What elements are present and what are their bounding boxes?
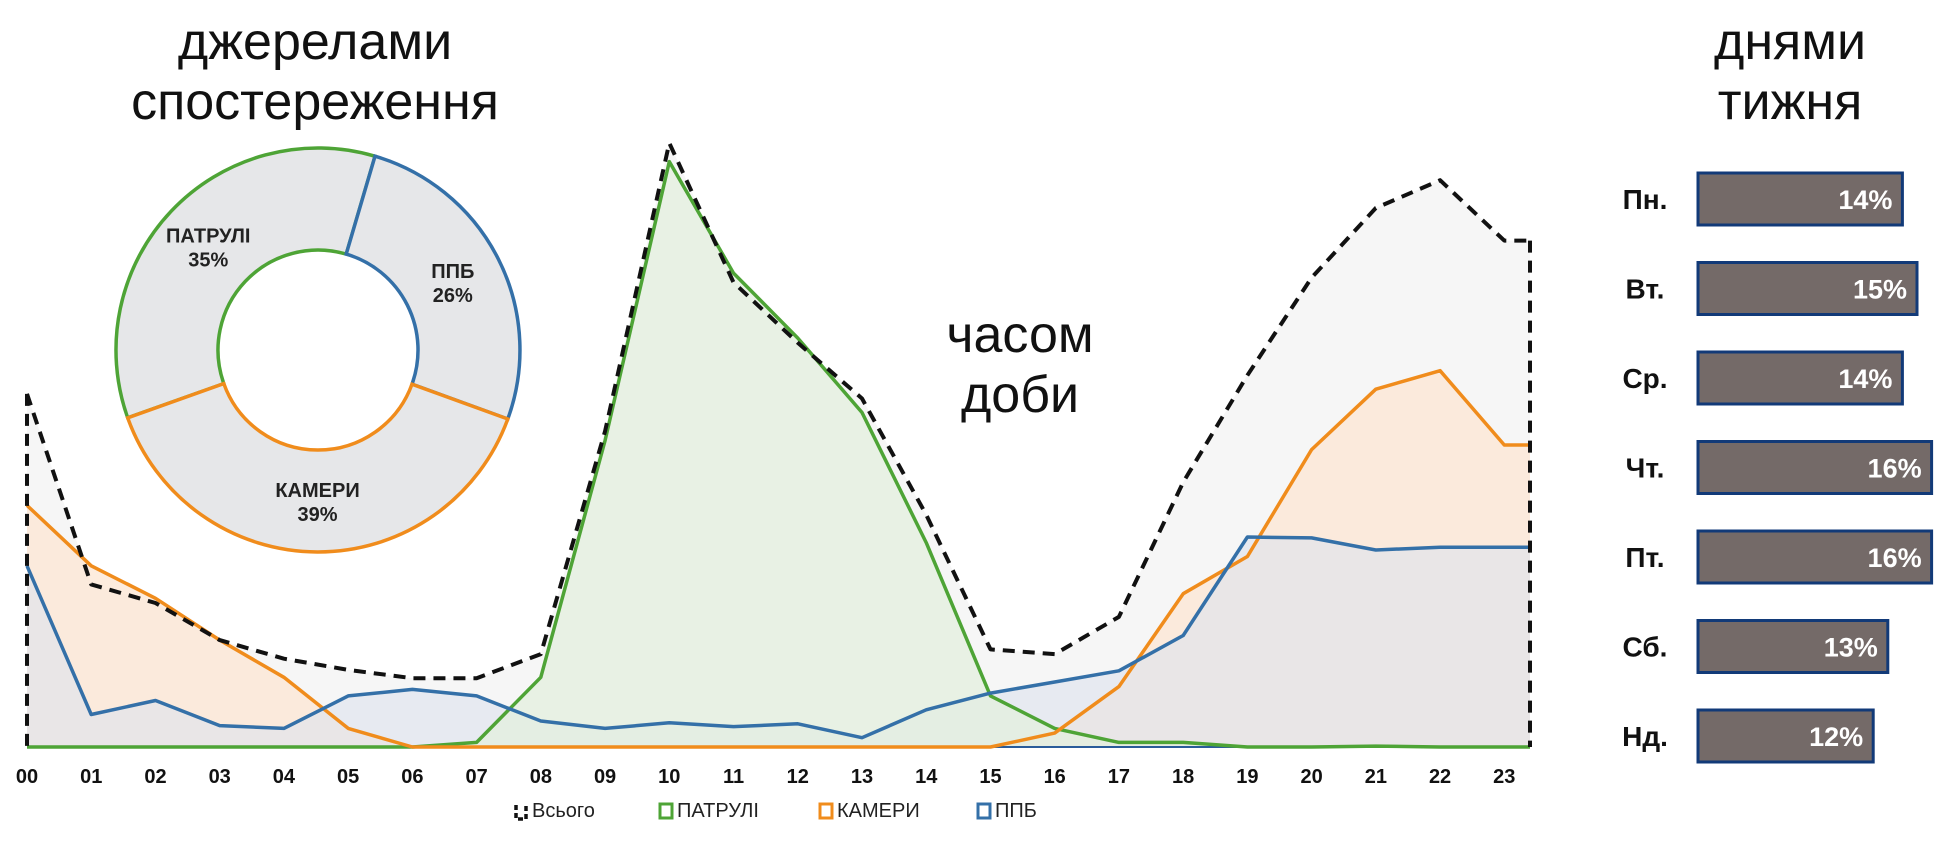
heading-days-line-2: тижня: [1717, 73, 1863, 131]
weekday-bar-value: 16%: [1868, 543, 1922, 573]
donut-slice-name: КАМЕРИ: [275, 480, 359, 502]
heading-time: часом доби: [880, 305, 1160, 425]
heading-time-line-1: часом: [946, 306, 1094, 364]
heading-days-line-1: днями: [1713, 13, 1866, 71]
area-fill-ппб: [27, 537, 1530, 747]
weekday-label: Чт.: [1626, 453, 1665, 484]
weekday-row-ср: Ср. 14%: [1622, 350, 1904, 406]
area-fill-патрулі: [27, 161, 1530, 748]
weekday-label: Вт.: [1626, 274, 1665, 305]
weekday-bar-value: 13%: [1824, 633, 1878, 663]
heading-sources-line-1: джерелами: [177, 13, 453, 71]
legend-swatch: [514, 805, 528, 821]
weekday-bar: [1696, 529, 1934, 585]
weekday-bar-chart: Пн. 14% Вт. 15% Ср. 14% Чт. 16% Пт. 16% Сб. 13% Нд. 1…: [1622, 171, 1934, 764]
weekday-row-пт: Пт. 16%: [1625, 529, 1934, 585]
legend-swatch: [818, 802, 834, 820]
donut-slice-камери: [125, 381, 511, 554]
weekday-label: Пн.: [1623, 184, 1668, 215]
series-line-патрулі: [27, 159, 1530, 749]
x-tick-label: 14: [915, 766, 938, 788]
heading-sources-line-2: спостереження: [131, 73, 499, 131]
weekday-bar-value: 14%: [1838, 185, 1892, 215]
x-tick-label: 05: [337, 766, 359, 788]
x-tick-label: 08: [530, 766, 552, 788]
x-tick-label: 22: [1429, 766, 1451, 788]
x-tick-label: 13: [851, 766, 873, 788]
x-tick-label: 09: [594, 766, 616, 788]
legend-swatch: [976, 802, 992, 820]
weekday-bar-value: 14%: [1838, 364, 1892, 394]
weekday-bar: [1696, 708, 1875, 764]
donut-slice-name: ПАТРУЛІ: [166, 225, 250, 247]
x-tick-label: 18: [1172, 766, 1194, 788]
weekday-row-чт: Чт. 16%: [1626, 440, 1934, 495]
hourly-area-chart: 00 01 02 03 04 05 06 07 08 09 10 11 12 13 14 15 16 17 18 19…: [16, 141, 1532, 822]
weekday-label: Нд.: [1622, 721, 1668, 752]
series-line-камери: [25, 368, 1530, 749]
legend-label: Всього: [532, 800, 595, 822]
x-tick-label: 17: [1108, 766, 1130, 788]
x-tick-label: 03: [209, 766, 231, 788]
donut-slice-ппб: [344, 154, 522, 422]
weekday-bar-value: 12%: [1809, 722, 1863, 752]
weekday-bar-value: 16%: [1868, 454, 1922, 484]
weekday-row-сб: Сб. 13%: [1623, 619, 1890, 674]
heading-time-line-2: доби: [960, 366, 1080, 424]
x-tick-label: 11: [723, 766, 744, 788]
donut-slice-value: 39%: [298, 504, 338, 526]
x-tick-label: 16: [1044, 766, 1066, 788]
heading-days: днями тижня: [1650, 12, 1930, 132]
weekday-row-нд: Нд. 12%: [1622, 708, 1875, 764]
x-tick-label: 01: [80, 766, 102, 788]
heading-sources: джерелами спостереження: [80, 12, 550, 132]
x-tick-label: 00: [16, 766, 38, 788]
legend-item-патрулі: ПАТРУЛІ: [658, 800, 759, 822]
donut-slice-патрулі: [114, 146, 378, 421]
legend-item-всього: Всього: [514, 800, 595, 822]
x-tick-label: 23: [1493, 766, 1515, 788]
x-tick-label: 20: [1300, 766, 1322, 788]
x-tick-label: 10: [658, 766, 680, 788]
weekday-bar: [1696, 261, 1919, 316]
x-tick-label: 07: [465, 766, 487, 788]
x-tick-label: 19: [1236, 766, 1258, 788]
weekday-label: Ср.: [1622, 363, 1667, 394]
legend-item-ппб: ППБ: [976, 800, 1037, 822]
legend-label: ППБ: [995, 800, 1037, 822]
donut-slice-name: ППБ: [431, 261, 474, 283]
x-tick-label: 21: [1365, 766, 1387, 788]
weekday-bar: [1696, 350, 1904, 406]
weekday-label: Пт.: [1625, 542, 1664, 573]
weekday-bar: [1696, 619, 1890, 674]
legend-label: ПАТРУЛІ: [677, 800, 759, 822]
donut-slice-value: 35%: [188, 249, 228, 271]
legend-item-камери: КАМЕРИ: [818, 800, 920, 822]
legend-swatch: [658, 802, 674, 820]
weekday-row-пн: Пн. 14%: [1623, 171, 1904, 227]
x-tick-label: 12: [787, 766, 809, 788]
donut-slice-value: 26%: [433, 285, 473, 307]
x-tick-label: 15: [979, 766, 1001, 788]
weekday-label: Сб.: [1623, 632, 1668, 663]
series-line-ппб: [25, 535, 1530, 740]
weekday-bar-value: 15%: [1853, 275, 1907, 305]
legend-label: КАМЕРИ: [837, 800, 920, 822]
x-tick-label: 04: [273, 766, 296, 788]
weekday-bar: [1696, 440, 1934, 495]
series-line-всього: [25, 141, 1530, 681]
x-tick-label: 02: [144, 766, 166, 788]
weekday-bar: [1696, 171, 1904, 227]
x-tick-label: 06: [401, 766, 423, 788]
weekday-row-вт: Вт. 15%: [1626, 261, 1919, 316]
